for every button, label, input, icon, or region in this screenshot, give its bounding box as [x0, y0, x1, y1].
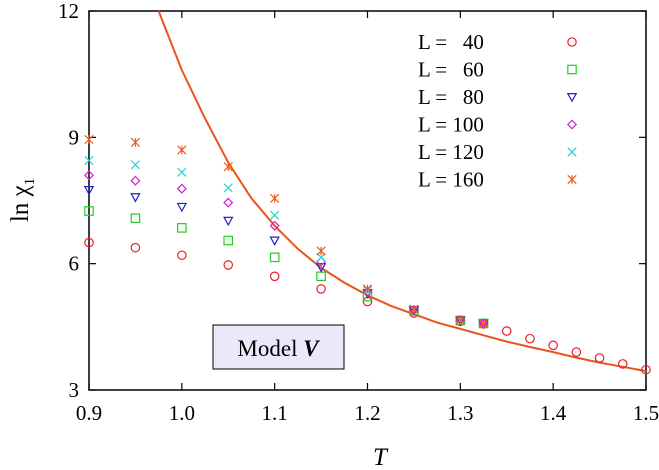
data-point: [130, 160, 141, 170]
data-point: [84, 206, 94, 216]
legend-marker: [567, 37, 577, 47]
model-annotation-box: [212, 324, 345, 370]
legend-label: L = 80: [418, 85, 484, 109]
x-tick-label: 1.5: [633, 401, 659, 425]
data-point: [177, 145, 187, 155]
data-point: [571, 347, 582, 357]
data-point: [223, 183, 233, 193]
data-point: [548, 340, 558, 351]
data-point: [130, 213, 141, 223]
data-point: [501, 326, 512, 336]
data-point: [223, 197, 234, 208]
data-point: [316, 246, 326, 256]
data-point: [269, 236, 280, 246]
legend-marker: [567, 147, 577, 157]
data-point: [269, 252, 280, 263]
x-tick-label: 1.1: [262, 401, 288, 425]
data-point: [478, 318, 489, 329]
fit-curve-layer: [157, 10, 647, 373]
data-point: [223, 235, 234, 246]
data-point: [223, 162, 233, 172]
data-point: [83, 170, 95, 181]
data-point: [223, 216, 234, 227]
data-point: [269, 220, 280, 231]
y-tick-label: 6: [69, 252, 80, 276]
data-point: [223, 260, 234, 270]
y-tick-label: 9: [69, 125, 80, 149]
data-point: [177, 250, 187, 261]
series: [83, 186, 489, 329]
legend-marker: [567, 64, 577, 75]
series-layer: [83, 134, 651, 375]
data-point: [130, 242, 141, 253]
data-point: [84, 155, 94, 166]
plot-frame: [88, 10, 647, 391]
legend: L = 40 L = 60 L = 80 L = 100 L = 120 L = 160: [418, 30, 578, 192]
legend-marker: [567, 174, 577, 185]
legend-label: L = 40: [418, 30, 484, 54]
data-point: [130, 175, 141, 186]
legend-label: L = 100: [418, 113, 484, 137]
data-point: [617, 359, 628, 369]
data-point: [641, 364, 651, 375]
data-point: [84, 134, 94, 145]
data-point: [594, 353, 605, 363]
data-point: [455, 315, 465, 325]
x-tick-label: 1.4: [540, 401, 567, 425]
axis-ticks: 0.9 1.0 1.1 1.2 1.3 1.4 1.5 3 6 9 12: [58, 0, 659, 425]
data-point: [408, 304, 419, 316]
legend-marker: [566, 93, 578, 103]
data-point: [315, 263, 327, 273]
series: [501, 326, 651, 375]
data-point: [83, 186, 95, 196]
y-tick-label: 3: [69, 378, 80, 402]
model-annotation-label: Model V: [237, 336, 320, 361]
data-point: [316, 271, 326, 282]
data-point: [362, 284, 373, 294]
x-tick-label: 1.0: [169, 401, 195, 425]
y-tick-label: 12: [58, 0, 79, 23]
x-tick-label: 1.2: [354, 401, 380, 425]
data-point: [269, 271, 280, 282]
data-point: [176, 183, 187, 194]
data-point: [177, 223, 187, 233]
data-point: [176, 202, 188, 213]
data-point: [409, 304, 419, 314]
series: [84, 206, 489, 329]
series: [84, 134, 489, 329]
model-annotation: Model V: [212, 324, 345, 370]
x-tick-label: 0.9: [76, 401, 102, 425]
data-point: [525, 333, 535, 344]
x-tick-label: 1.3: [447, 401, 473, 425]
data-point: [177, 167, 187, 177]
data-point: [270, 193, 280, 204]
series: [84, 237, 489, 329]
legend-label: L = 120: [418, 140, 484, 164]
series: [83, 170, 489, 329]
legend-label: L = 160: [418, 168, 484, 192]
legend-marker: [566, 119, 578, 130]
data-point: [130, 193, 141, 203]
fit-curve: [157, 10, 647, 373]
x-axis-label: T: [373, 444, 389, 470]
data-point: [362, 286, 373, 297]
y-axis-label: ln χ1: [7, 178, 38, 222]
data-point: [316, 284, 326, 294]
data-point: [84, 237, 94, 248]
data-point: [270, 210, 280, 220]
data-point: [362, 296, 373, 307]
data-point: [130, 137, 141, 148]
legend-label: L = 60: [418, 58, 484, 82]
